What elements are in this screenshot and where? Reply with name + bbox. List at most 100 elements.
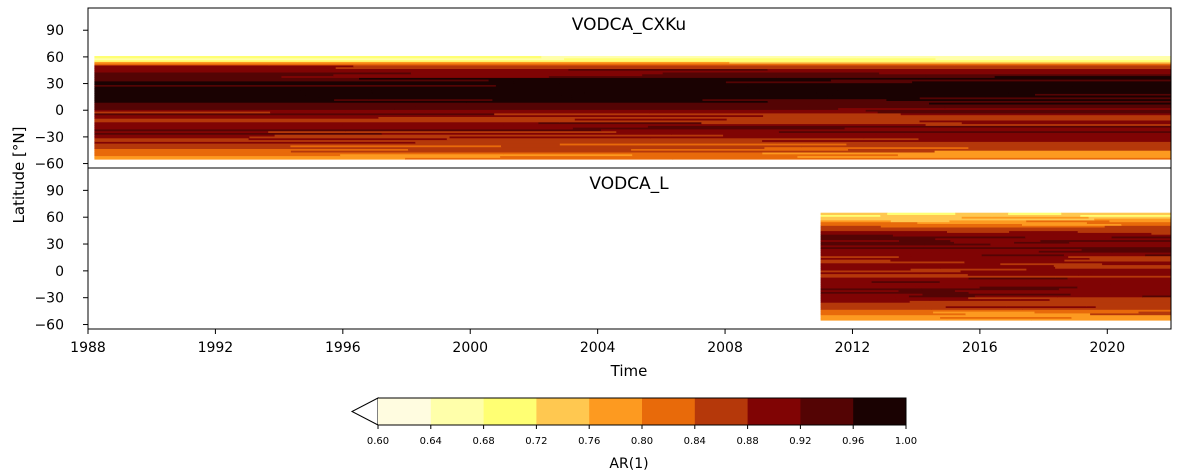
heatmap-cell [1009,230,1079,233]
heatmap-cell [559,143,847,146]
heatmap-cell [1081,296,1171,300]
heatmap-cell [1142,295,1171,298]
heatmap-cell [1071,316,1171,319]
heatmap-cell [94,144,292,148]
heatmap-cell [94,64,354,68]
heatmap-cell [94,89,372,93]
heatmap-cell [976,282,1028,285]
heatmap-cell [1095,305,1171,308]
colorbar-extend-arrow [350,397,379,426]
heatmap-cell [929,102,1171,105]
heatmap-cell [274,134,485,137]
heatmap-cell [880,214,943,217]
heatmap-cell [1094,309,1171,312]
heatmap-cell [495,84,749,87]
heatmap-cell [990,243,1072,246]
heatmap-cell [538,121,702,125]
heatmap-cell [890,259,982,262]
axes-frame-bottom [87,167,1172,330]
heatmap-cell [816,91,1009,94]
y-tick-label: −60 [34,318,64,334]
heatmap-cell [897,82,1171,85]
heatmap-cell [94,128,346,132]
heatmap-cell [892,234,985,237]
heatmap-cell [759,89,1171,93]
colorbar-tick-label: 0.80 [631,436,653,447]
heatmap-cell [501,144,802,148]
heatmap-cell [415,104,810,107]
heatmap-cell [856,56,1171,59]
heatmap-cell [820,212,888,215]
heatmap-cell [1101,244,1171,248]
heatmap-cell [1111,250,1171,253]
heatmap-cell [1003,252,1171,255]
heatmap-cell [820,282,907,285]
heatmap-cell [333,73,643,77]
heatmap-cell [820,287,923,291]
heatmap-cell [820,275,949,278]
heatmap-cell [1086,304,1171,307]
heatmap-cell [820,219,892,223]
heatmap-cell [1019,237,1106,241]
heatmap-cell [879,72,1171,75]
heatmap-cell [248,137,448,141]
heatmap-cell [94,118,323,121]
heatmap-cell [968,291,1099,294]
heatmap-cell [931,250,1040,253]
heatmap-cell [1105,237,1171,241]
heatmap-cell [1080,280,1171,283]
heatmap-cell [650,136,865,139]
heatmap-cell [726,118,948,121]
heatmap-cell [1104,225,1171,228]
heatmap-cell [679,88,839,91]
colorbar-tick-label: 0.92 [789,436,811,447]
heatmap-cell [568,68,769,71]
heatmap-cell [1008,212,1062,215]
heatmap-cell [844,127,1171,130]
heatmap-cell [671,132,877,135]
heatmap-cell [379,125,649,128]
heatmap-cell [1151,232,1171,235]
heatmap-cell [908,295,976,298]
heatmap-cell [1092,239,1171,242]
heatmap-cell [985,95,1171,98]
heatmap-cell [895,296,969,300]
heatmap-cell [820,252,907,255]
heatmap-cell [378,116,663,119]
heatmap-cell [763,114,1171,117]
heatmap-cell [820,289,899,292]
heatmap-cell [368,96,573,100]
heatmap-cell [94,88,301,91]
heatmap-cell [1070,293,1171,296]
heatmap-cell [1085,300,1171,303]
heatmap-cell [849,66,1171,69]
heatmap-cell [290,150,630,153]
heatmap-cell [1078,273,1171,276]
heatmap-cell [820,221,918,224]
heatmap-cell [672,157,1171,160]
heatmap-cell [94,100,467,103]
heatmap-cell [729,61,1171,64]
heatmap-cell [839,70,1171,73]
heatmap-cell [94,125,380,128]
heatmap-cell [1072,86,1171,89]
heatmap-cell [874,314,956,317]
heatmap-cell [871,280,941,283]
colorbar-bin [483,398,537,425]
heatmap-cell [584,91,818,94]
heatmap-cell [1121,223,1171,226]
heatmap-cell [1034,311,1140,314]
heatmap-cell [701,121,963,125]
heatmap-cell [94,84,497,87]
heatmap-cell [94,107,396,110]
heatmap-cell [820,278,884,282]
heatmap-cell [1090,271,1171,275]
heatmap-cell [837,88,1171,91]
heatmap-cell [935,237,1021,241]
colorbar-tick-label: 0.68 [472,436,494,447]
x-tick-label: 1996 [325,340,361,356]
heatmap-cell [943,309,1095,312]
x-tick-label: 2016 [962,340,998,356]
heatmap-cell [961,216,1090,219]
heatmap-cell [1062,261,1171,264]
